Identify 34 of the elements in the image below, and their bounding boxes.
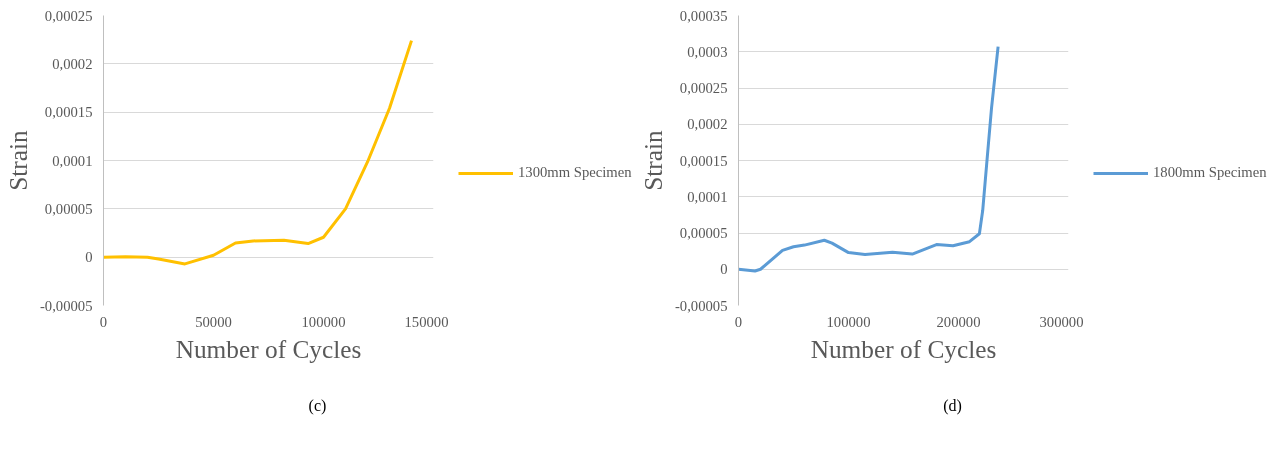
legend-label: 1800mm Specimen <box>1153 164 1267 181</box>
x-axis-title: Number of Cycles <box>175 334 362 363</box>
y-tick-label: 0,00015 <box>679 152 728 169</box>
y-tick-label: 0,0003 <box>687 43 728 60</box>
y-tick-label: 0,0002 <box>52 55 93 72</box>
x-tick-label: 100000 <box>826 313 871 330</box>
x-tick-label: 100000 <box>301 313 346 330</box>
y-tick-label: 0,0001 <box>687 188 728 205</box>
y-axis-title: Strain <box>3 129 32 191</box>
x-tick-label: 200000 <box>936 313 981 330</box>
y-tick-label: -0,00005 <box>674 297 728 314</box>
y-tick-label: 0,0002 <box>687 116 728 133</box>
y-axis-title: Strain <box>638 129 667 191</box>
y-tick-label: -0,00005 <box>39 297 93 314</box>
x-tick-label: 0 <box>734 313 743 330</box>
x-axis-title: Number of Cycles <box>810 334 997 363</box>
line-series <box>103 39 413 266</box>
y-tick-label: 0,0001 <box>52 152 93 169</box>
line-series <box>738 45 1000 273</box>
y-tick-label: 0,00015 <box>44 104 93 121</box>
x-tick-label: 0 <box>99 313 108 330</box>
text: (c) <box>308 396 327 417</box>
x-tick-label: 300000 <box>1039 313 1084 330</box>
y-tick-label: 0,00025 <box>679 80 728 96</box>
y-tick-label: 0,00005 <box>679 225 728 241</box>
y-tick-label: 0 <box>85 249 93 266</box>
text: (d) <box>943 396 962 417</box>
legend-label: 1300mm Specimen <box>518 164 632 181</box>
y-tick-label: 0,00025 <box>44 7 93 24</box>
y-tick-label: 0,00035 <box>679 7 728 24</box>
y-tick-label: 0,00005 <box>44 200 93 217</box>
y-tick-label: 0 <box>720 261 728 278</box>
x-tick-label: 150000 <box>404 313 449 330</box>
x-tick-label: 50000 <box>195 313 232 330</box>
